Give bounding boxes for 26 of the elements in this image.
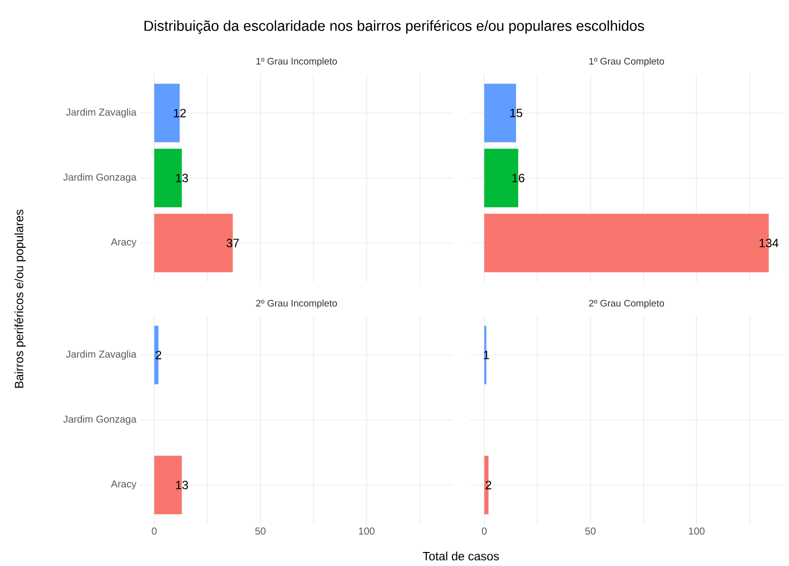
x-tick-label: 0	[152, 528, 157, 535]
data-label: 15	[510, 108, 522, 118]
y-tick-label: Jardim Gonzaga	[63, 173, 136, 183]
x-tick-label: 50	[585, 528, 596, 535]
y-tick-label: Aracy	[110, 238, 136, 248]
data-label: 13	[176, 480, 188, 490]
x-axis-title: Total de casos	[422, 552, 499, 560]
chart-title: Distribuição da escolaridade nos bairros periféricos e/ou populares escolhidos	[144, 20, 644, 34]
data-label: 134	[760, 238, 778, 248]
x-tick-label: 50	[255, 528, 266, 535]
y-axis-title: Bairros periféricos e/ou populares	[14, 210, 26, 388]
chart-subtitle: 1º Grau Incompleto	[256, 58, 337, 66]
y-tick-label: Jardim Zavaglia	[66, 108, 136, 118]
chart-subtitle: 2º Grau Completo	[589, 300, 664, 308]
data-label: 12	[174, 108, 186, 118]
chart-subtitle: 2º Grau Incompleto	[256, 300, 337, 308]
x-tick-label: 100	[359, 528, 375, 535]
y-tick-label: Aracy	[110, 480, 136, 490]
y-tick-label: Jardim Gonzaga	[63, 415, 136, 425]
x-tick-label: 100	[689, 528, 705, 535]
y-tick-label: Jardim Zavaglia	[66, 350, 136, 360]
data-label: 2	[156, 350, 162, 360]
chart-subtitle: 1º Grau Completo	[589, 58, 664, 66]
x-tick-label: 0	[482, 528, 487, 535]
data-label: 37	[226, 238, 239, 248]
data-label: 2	[486, 480, 492, 490]
